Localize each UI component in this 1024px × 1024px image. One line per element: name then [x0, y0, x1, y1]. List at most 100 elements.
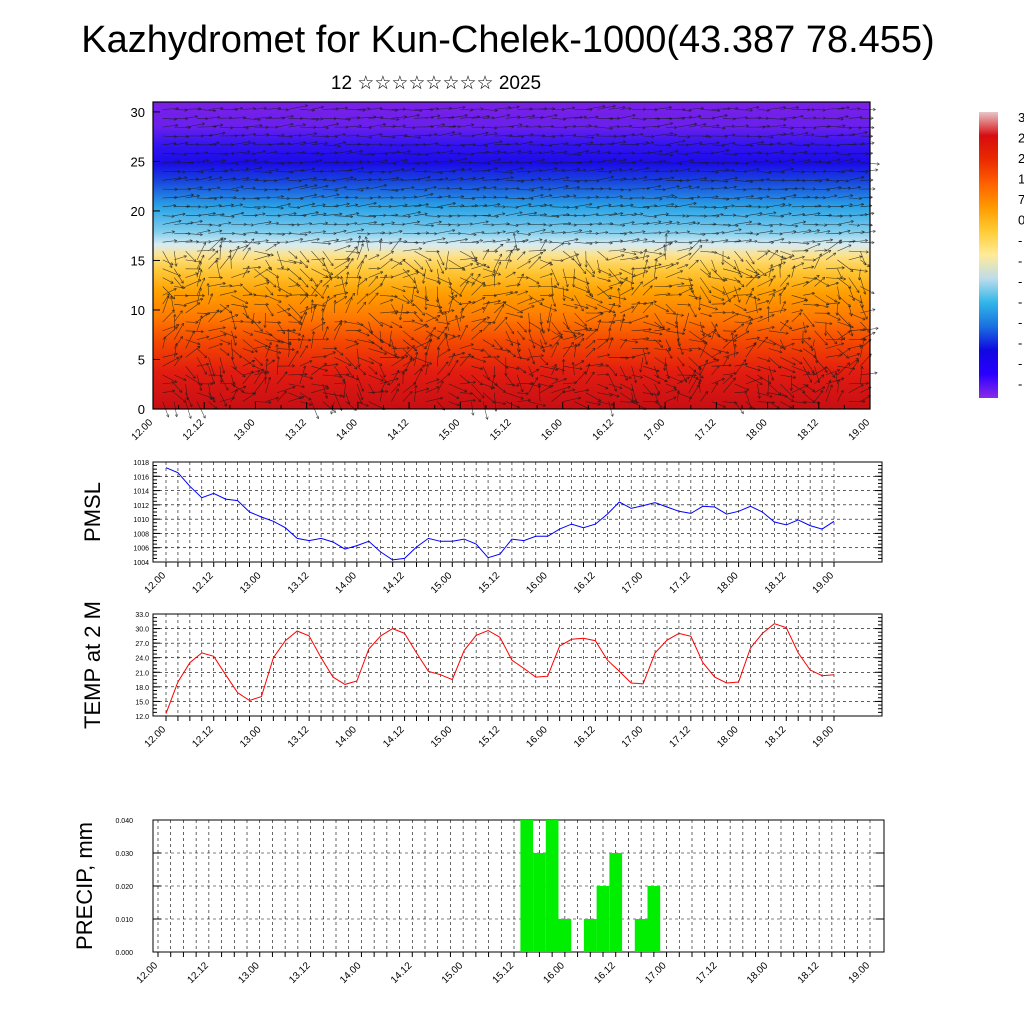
temp-x-tick-label: 17.12: [668, 724, 694, 750]
precip-bar: [609, 853, 623, 952]
pmsl-series-line: [165, 467, 835, 561]
heatmap-y-tick-label: 0: [138, 402, 145, 417]
precip-bar: [647, 886, 661, 952]
pmsl-x-tick-label: 18.00: [715, 570, 741, 596]
precip-x-tick-label: 14.00: [338, 960, 364, 986]
temp-x-tick-label: 16.12: [572, 724, 598, 750]
precip-y-tick-label: 0.030: [115, 851, 133, 858]
colorbar: [979, 112, 998, 398]
precip-x-tick-label: 17.12: [694, 960, 720, 986]
precip-bar: [545, 820, 559, 952]
temp-y-tick-label: 33.0: [135, 612, 149, 619]
colorbar-label: -: [1018, 356, 1022, 371]
pmsl-x-tick-label: 12.00: [143, 570, 169, 596]
pmsl-y-label: PMSL: [80, 482, 105, 542]
heatmap-x-tick-label: 16.12: [591, 417, 617, 443]
pmsl-x-tick-label: 15.00: [429, 570, 455, 596]
colorbar-label: 0: [1018, 213, 1024, 228]
colorbar-label: -: [1018, 336, 1022, 351]
temp-x-tick-label: 16.00: [524, 724, 550, 750]
heatmap-x-tick-label: 15.00: [437, 417, 463, 443]
heatmap-y-tick-label: 5: [138, 352, 145, 367]
heatmap-x-tick-label: 14.00: [335, 417, 361, 443]
temp-x-tick-label: 13.12: [286, 724, 312, 750]
heatmap-x-tick-label: 13.00: [232, 417, 258, 443]
precip-panel: 0.000 0.010 0.020 0.030 0.040 12.00 12.12 13.00…: [72, 818, 885, 986]
precip-x-tick-label: 16.12: [592, 960, 618, 986]
temp-x-tick-label: 19.00: [811, 724, 837, 750]
colorbar-label: -: [1018, 315, 1022, 330]
heatmap-x-tick-label: 17.00: [642, 417, 668, 443]
precip-bar: [634, 919, 648, 952]
colorbar-label: -: [1018, 377, 1022, 392]
colorbar-label: -: [1018, 274, 1022, 289]
heatmap-x-tick-label: 16.00: [539, 417, 565, 443]
precip-x-tick-label: 19.00: [847, 960, 873, 986]
pmsl-x-tick-label: 13.12: [286, 570, 312, 596]
pmsl-x-tick-label: 18.12: [763, 570, 789, 596]
temp-panel: 12.0 15.0 18.0 21.0 24.0 27.0 30.0 33.0 12.00 12.…: [80, 601, 883, 750]
heatmap-x-tick-label: 17.12: [693, 417, 719, 443]
page-subtitle: 12 ☆☆☆☆☆☆☆☆ 2025: [330, 73, 542, 94]
pmsl-panel: 1004 1006 1008 1010 1012 1014 1016 1018 12.00 12.…: [80, 460, 883, 596]
precip-bar: [596, 886, 610, 952]
colorbar-label: 1: [1018, 172, 1024, 187]
colorbar-label: 2: [1018, 151, 1024, 166]
temp-y-tick-label: 12.0: [135, 714, 149, 721]
temp-frame: [152, 613, 883, 717]
precip-x-tick-label: 12.00: [135, 960, 161, 986]
heatmap-x-tick-label: 13.12: [283, 417, 309, 443]
temp-x-tick-label: 12.12: [190, 724, 216, 750]
colorbar-label: 7: [1018, 192, 1024, 207]
precip-x-tick-label: 17.00: [643, 960, 669, 986]
temp-x-tick-label: 14.00: [334, 724, 360, 750]
heatmap-y-tick-label: 15: [131, 253, 145, 268]
heatmap-y-tick-label: 20: [131, 204, 145, 219]
wind-vectors: [162, 104, 880, 420]
temp-y-tick-label: 24.0: [135, 656, 149, 663]
heatmap-x-tick-label: 19.00: [847, 417, 873, 443]
precip-y-label: PRECIP, mm: [72, 822, 97, 950]
colorbar-label: -: [1018, 233, 1022, 248]
pmsl-y-tick-label: 1016: [133, 474, 149, 481]
precip-x-tick-label: 16.00: [542, 960, 568, 986]
precip-x-tick-label: 13.12: [287, 960, 313, 986]
pmsl-x-tick-label: 17.00: [620, 570, 646, 596]
temp-x-tick-label: 13.00: [238, 724, 264, 750]
pmsl-y-tick-label: 1012: [133, 503, 149, 510]
temp-y-tick-label: 15.0: [135, 699, 149, 706]
pmsl-y-tick-label: 1008: [133, 531, 149, 538]
precip-y-tick-label: 0.010: [115, 917, 133, 924]
temp-x-tick-label: 14.12: [381, 724, 407, 750]
temp-y-tick-label: 18.0: [135, 685, 149, 692]
heatmap-x-tick-label: 18.12: [795, 417, 821, 443]
pmsl-x-tick-label: 16.00: [524, 570, 550, 596]
temperature-field: [153, 102, 870, 409]
precip-y-tick-label: 0.000: [115, 950, 133, 957]
temp-y-tick-label: 30.0: [135, 627, 149, 634]
pmsl-x-tick-label: 19.00: [811, 570, 837, 596]
precip-bar: [558, 919, 572, 952]
colorbar-label: 2: [1018, 131, 1024, 146]
heatmap-y-ticks: [153, 111, 160, 410]
heatmap-y-tick-label: 25: [131, 154, 145, 169]
pmsl-x-tick-label: 13.00: [238, 570, 264, 596]
colorbar-label: -: [1018, 254, 1022, 269]
precip-x-tick-label: 13.00: [236, 960, 262, 986]
temp-y-tick-label: 21.0: [135, 670, 149, 677]
pmsl-frame: [152, 461, 883, 563]
pmsl-y-tick-label: 1010: [133, 517, 149, 524]
temp-x-tick-label: 17.00: [620, 724, 646, 750]
temp-series-line: [165, 623, 835, 714]
x-ticks: [152, 402, 871, 409]
heatmap-x-tick-label: 12.12: [181, 417, 207, 443]
precip-x-tick-label: 18.12: [796, 960, 822, 986]
precip-bar: [520, 820, 534, 952]
precip-x-tick-label: 15.12: [491, 960, 517, 986]
precip-y-tick-label: 0.040: [115, 818, 133, 825]
temp-x-tick-label: 15.00: [429, 724, 455, 750]
heatmap-y-tick-label: 30: [131, 105, 145, 120]
pmsl-y-tick-label: 1014: [133, 489, 149, 496]
temp-x-tick-label: 18.12: [763, 724, 789, 750]
